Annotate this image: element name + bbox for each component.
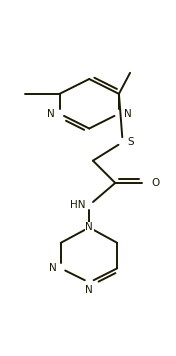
Text: S: S — [128, 137, 134, 147]
Text: N: N — [85, 286, 93, 295]
Text: N: N — [47, 109, 55, 119]
Text: N: N — [124, 109, 132, 119]
Text: N: N — [49, 263, 56, 273]
Text: O: O — [152, 178, 160, 188]
Text: N: N — [85, 222, 93, 232]
Text: HN: HN — [70, 200, 85, 210]
